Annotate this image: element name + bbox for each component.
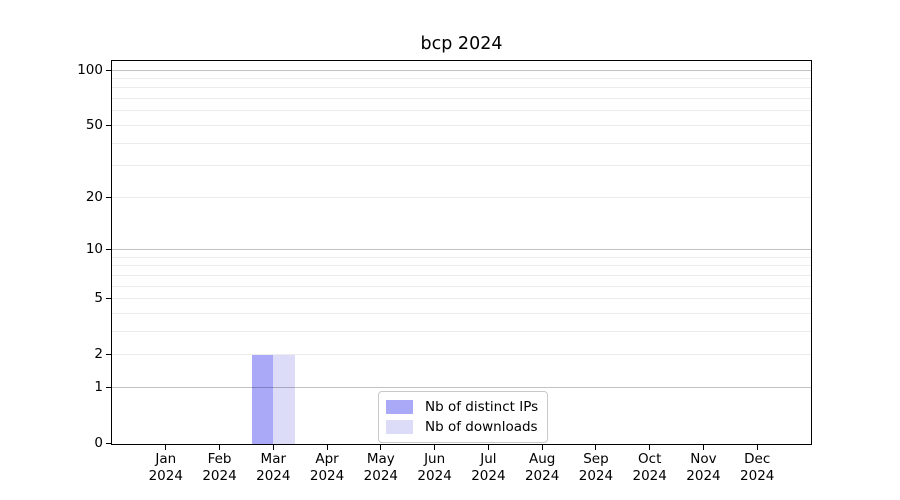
x-tick: [649, 444, 651, 450]
minor-gridline: [112, 165, 811, 167]
x-tick: [380, 444, 382, 450]
legend-label: Nb of distinct IPs: [425, 399, 539, 415]
y-tick-label: 1: [94, 378, 103, 395]
x-tick: [702, 444, 704, 450]
x-tick: [541, 444, 543, 450]
x-tick-year: 2024: [524, 467, 560, 484]
minor-gridline: [112, 87, 811, 89]
y-tick-label: 5: [94, 290, 103, 307]
bar-mar-series0: [251, 354, 274, 444]
x-tick-label-dec: Dec 2024: [725, 451, 789, 484]
bars-layer: [112, 61, 811, 444]
x-tick: [434, 444, 436, 450]
legend-row: Nb of downloads: [386, 417, 538, 437]
x-tick: [326, 444, 328, 450]
legend-label: Nb of downloads: [425, 419, 538, 435]
bar-mar-series1: [273, 354, 295, 444]
y-tick: [106, 354, 111, 356]
x-tick-month: Dec: [744, 451, 771, 467]
minor-gridline: [112, 312, 811, 314]
x-tick-label-jan: Jan 2024: [134, 451, 198, 484]
x-tick-month: Jan: [155, 451, 177, 467]
y-tick-label: 50: [85, 116, 103, 133]
x-tick-year: 2024: [309, 467, 345, 484]
legend-swatch: [386, 420, 413, 434]
x-tick-year: 2024: [471, 467, 506, 484]
legend-swatch: [386, 400, 413, 414]
x-tick: [487, 444, 489, 450]
x-tick-month: Sep: [583, 451, 609, 467]
y-tick: [106, 298, 111, 300]
x-tick: [595, 444, 597, 450]
minor-gridline: [112, 124, 811, 126]
minor-gridline: [112, 330, 811, 332]
x-tick-month: Jul: [480, 451, 497, 467]
x-tick-label-feb: Feb 2024: [188, 451, 252, 484]
minor-gridline: [112, 285, 811, 287]
x-tick-year: 2024: [417, 467, 452, 484]
y-tick-label: 2: [94, 346, 103, 363]
minor-gridline: [112, 98, 811, 100]
x-tick-month: Jun: [424, 451, 446, 467]
y-tick: [106, 443, 111, 444]
grid-layer: [112, 61, 811, 444]
y-tick: [106, 69, 111, 71]
x-tick: [165, 444, 167, 450]
x-tick-year: 2024: [202, 467, 237, 484]
x-tick-year: 2024: [363, 467, 399, 484]
minor-gridline: [112, 298, 811, 300]
minor-gridline: [112, 265, 811, 267]
minor-gridline: [112, 274, 811, 276]
minor-gridline: [112, 196, 811, 198]
x-tick-label-sep: Sep 2024: [564, 451, 628, 484]
y-tick-label: 100: [77, 61, 103, 78]
x-tick-label-mar: Mar 2024: [241, 451, 305, 484]
x-tick-year: 2024: [740, 467, 775, 484]
y-tick: [106, 386, 111, 388]
minor-gridline: [112, 110, 811, 112]
x-tick-month: Aug: [528, 451, 556, 467]
legend: Nb of distinct IPs Nb of downloads: [378, 391, 549, 443]
x-tick-label-apr: Apr 2024: [295, 451, 359, 484]
minor-gridline: [112, 142, 811, 144]
x-tick: [272, 444, 274, 450]
y-tick: [106, 196, 111, 198]
x-tick-month: Oct: [638, 451, 662, 467]
y-tick-label: 20: [85, 188, 103, 205]
x-tick-label-may: May 2024: [349, 451, 413, 484]
x-tick-month: Apr: [315, 451, 339, 467]
x-tick-month: Feb: [207, 451, 232, 467]
x-tick-label-aug: Aug 2024: [510, 451, 574, 484]
x-tick-month: Nov: [690, 451, 717, 467]
minor-gridline: [112, 256, 811, 258]
chart-title: bcp 2024: [420, 34, 503, 54]
y-tick: [106, 248, 111, 250]
major-gridline: [112, 69, 811, 71]
x-tick-year: 2024: [256, 467, 291, 484]
minor-gridline: [112, 354, 811, 356]
x-tick-label-jul: Jul 2024: [456, 451, 520, 484]
x-tick-year: 2024: [578, 467, 614, 484]
x-tick: [219, 444, 221, 450]
y-tick-label: 0: [94, 435, 103, 451]
x-tick-label-nov: Nov 2024: [671, 451, 735, 484]
y-tick: [106, 124, 111, 126]
x-tick-year: 2024: [632, 467, 667, 484]
x-tick-label-oct: Oct 2024: [618, 451, 682, 484]
x-tick-month: Mar: [260, 451, 287, 467]
major-gridline: [112, 248, 811, 250]
x-tick: [756, 444, 758, 450]
y-tick-label: 10: [85, 240, 103, 257]
x-tick-month: May: [366, 451, 395, 467]
plot-area: [111, 60, 812, 445]
x-tick-year: 2024: [148, 467, 183, 484]
x-tick-year: 2024: [686, 467, 721, 484]
x-tick-label-jun: Jun 2024: [403, 451, 467, 484]
minor-gridline: [112, 78, 811, 80]
legend-row: Nb of distinct IPs: [386, 397, 538, 417]
major-gridline: [112, 386, 811, 388]
